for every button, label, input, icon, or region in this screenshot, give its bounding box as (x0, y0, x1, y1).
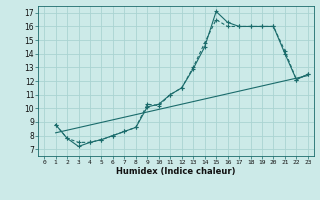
X-axis label: Humidex (Indice chaleur): Humidex (Indice chaleur) (116, 167, 236, 176)
